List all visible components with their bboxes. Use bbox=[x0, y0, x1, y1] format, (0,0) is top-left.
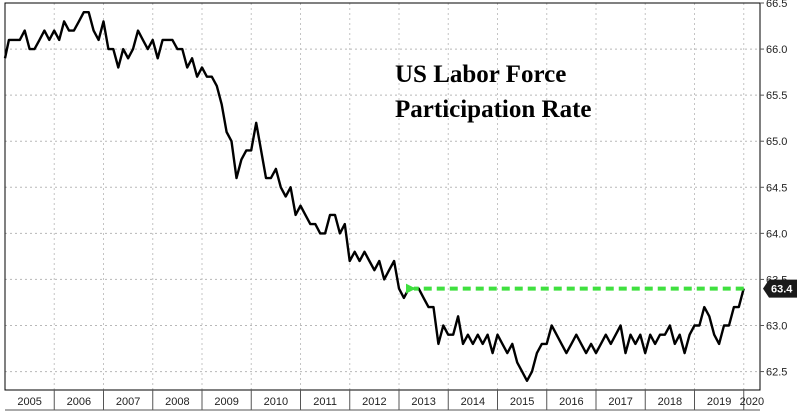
plot-frame bbox=[4, 2, 761, 391]
x-tick-label: 2009 bbox=[214, 396, 238, 408]
x-tick-label: 2007 bbox=[116, 396, 140, 408]
y-tick-label: 64.5 bbox=[766, 182, 787, 194]
x-tick-label: 2019 bbox=[707, 396, 731, 408]
y-tick-label: 65.5 bbox=[766, 90, 787, 102]
annotation-layer: 63.4 bbox=[405, 279, 797, 298]
chart-title: US Labor Force Participation Rate bbox=[395, 61, 591, 123]
x-tick-label: 2014 bbox=[461, 396, 485, 408]
x-tick-label: 2013 bbox=[411, 396, 435, 408]
x-tick-label: 2016 bbox=[559, 396, 583, 408]
x-tick-label: 2010 bbox=[264, 396, 288, 408]
y-axis: 62.563.063.564.064.565.065.566.066.5 bbox=[760, 0, 787, 379]
x-tick-label: 2017 bbox=[608, 396, 632, 408]
y-tick-label: 66.5 bbox=[766, 0, 787, 10]
x-tick-label: 2015 bbox=[510, 396, 534, 408]
x-tick-label: 2005 bbox=[17, 396, 41, 408]
x-tick-label: 2020 bbox=[740, 396, 764, 408]
y-tick-label: 62.5 bbox=[766, 367, 787, 379]
series-line bbox=[3, 10, 745, 382]
x-axis: 2005 2006 2007 2008 2009 2010 2011 2012 2013 2014… bbox=[5, 390, 764, 411]
y-tick-label: 64.0 bbox=[766, 228, 787, 240]
grid-layer bbox=[4, 2, 761, 391]
y-tick-label: 65.0 bbox=[766, 136, 787, 148]
title-line-1: US Labor Force bbox=[395, 61, 566, 88]
x-tick-label: 2011 bbox=[313, 396, 337, 408]
x-tick-label: 2006 bbox=[67, 396, 91, 408]
title-line-2: Participation Rate bbox=[395, 96, 591, 123]
x-tick-label: 2018 bbox=[658, 396, 682, 408]
end-value-callout bbox=[763, 279, 797, 298]
x-tick-label: 2008 bbox=[165, 396, 189, 408]
end-value-label: 63.4 bbox=[771, 284, 793, 296]
x-tick-label: 2012 bbox=[362, 396, 386, 408]
series-layer bbox=[3, 10, 745, 382]
y-tick-label: 63.0 bbox=[766, 321, 787, 333]
y-tick-label: 66.0 bbox=[766, 44, 787, 56]
